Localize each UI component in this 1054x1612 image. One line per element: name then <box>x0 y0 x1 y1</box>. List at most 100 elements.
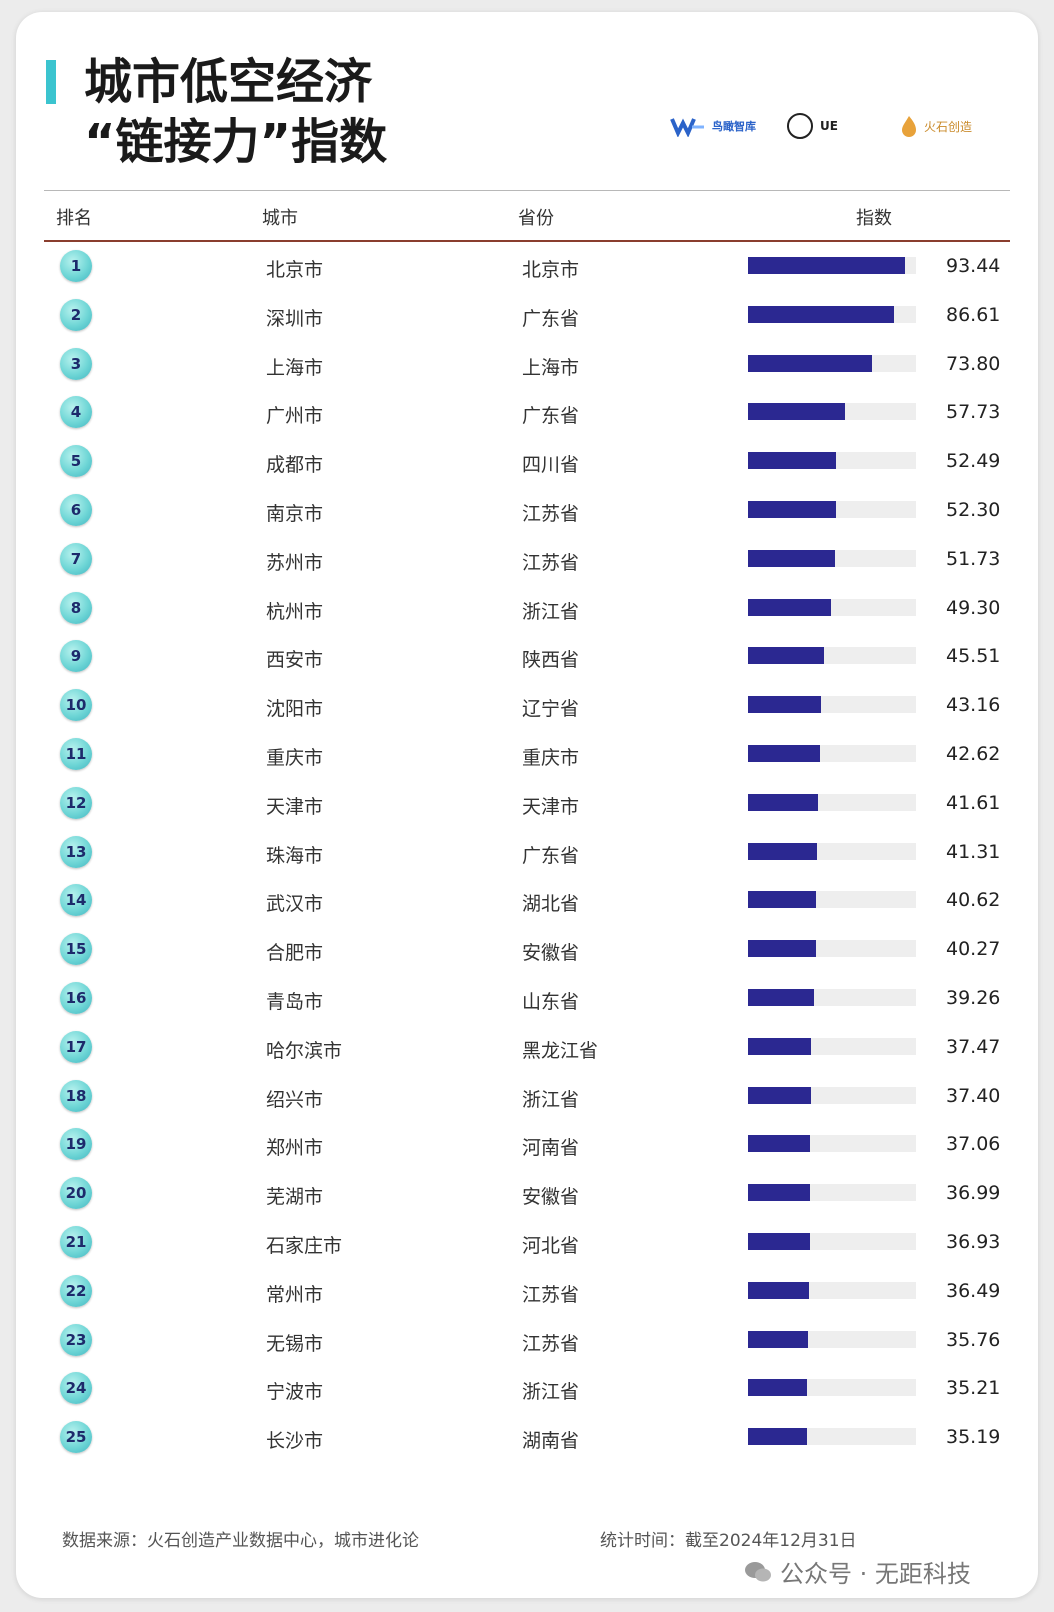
rank-badge: 20 <box>60 1177 92 1210</box>
title-accent-bar <box>46 60 56 104</box>
index-value-label: 39.26 <box>946 987 1001 1009</box>
title-line-1: 城市低空经济 <box>84 54 373 110</box>
index-value-label: 49.30 <box>946 596 1001 619</box>
table-row: 13 珠海市 广东省 41.31 <box>0 829 1054 879</box>
page-title: 城市低空经济 “链接力”指数 <box>84 52 387 172</box>
table-row: 25 长沙市 湖南省 35.19 <box>0 1414 1054 1464</box>
city-name: 西安市 <box>266 649 324 672</box>
bar-track <box>748 305 916 323</box>
bar-track <box>748 354 916 372</box>
bar-track <box>748 452 916 470</box>
index-value-label: 86.61 <box>946 303 1001 326</box>
city-name: 天津市 <box>266 795 324 818</box>
table-row: 6 南京市 江苏省 52.30 <box>0 487 1054 537</box>
index-value-label: 35.76 <box>946 1328 1001 1351</box>
rank-badge: 14 <box>60 884 92 917</box>
city-name: 无锡市 <box>266 1332 324 1355</box>
table-row: 5 成都市 四川省 52.49 <box>0 438 1054 488</box>
province-name: 浙江省 <box>522 600 580 623</box>
province-name: 黑龙江省 <box>522 1039 599 1062</box>
bar-track <box>748 549 916 567</box>
index-bar <box>748 1233 811 1250</box>
index-value-label: 41.61 <box>946 791 1001 814</box>
index-value-label: 36.99 <box>946 1182 1001 1205</box>
rank-badge: 22 <box>60 1274 92 1307</box>
logo-ue: UE <box>786 106 838 146</box>
province-name: 四川省 <box>522 454 580 477</box>
index-value-label: 35.19 <box>946 1426 1001 1449</box>
table-row: 14 武汉市 湖北省 40.62 <box>0 877 1054 927</box>
table-row: 24 宁波市 浙江省 35.21 <box>0 1365 1054 1415</box>
index-bar <box>748 549 835 567</box>
rank-badge: 19 <box>60 1128 92 1161</box>
index-bar <box>748 598 831 616</box>
index-value-label: 93.44 <box>946 255 1001 277</box>
table-row: 7 苏州市 江苏省 51.73 <box>0 536 1054 586</box>
city-name: 石家庄市 <box>266 1235 343 1257</box>
rank-badge: 1 <box>60 250 92 282</box>
table-row: 22 常州市 江苏省 36.49 <box>0 1268 1054 1318</box>
city-name: 沈阳市 <box>266 698 324 721</box>
header-city: 城市 <box>262 208 298 229</box>
logo-text: 鸟瞰智库 <box>712 120 756 133</box>
bar-track <box>748 745 916 762</box>
index-bar <box>748 793 818 811</box>
index-value-label: 41.31 <box>946 840 1001 863</box>
rank-badge: 4 <box>60 396 92 429</box>
index-bar <box>748 842 818 860</box>
bar-track <box>748 1281 916 1299</box>
index-value-label: 51.73 <box>946 547 1001 570</box>
province-name: 江苏省 <box>522 1283 580 1306</box>
bar-track <box>748 1330 916 1348</box>
rank-badge: 8 <box>60 591 92 624</box>
index-value-label: 57.73 <box>946 401 1001 424</box>
wechat-icon <box>745 1561 771 1581</box>
province-name: 湖北省 <box>522 893 580 916</box>
index-bar <box>748 257 905 274</box>
city-name: 芜湖市 <box>266 1186 324 1209</box>
header-province: 省份 <box>518 208 554 229</box>
rank-badge: 12 <box>60 786 92 819</box>
city-name: 重庆市 <box>266 747 324 769</box>
index-bar <box>748 1330 809 1348</box>
rank-badge: 15 <box>60 933 92 966</box>
table-row: 15 合肥市 安徽省 40.27 <box>0 926 1054 976</box>
table-row: 10 沈阳市 辽宁省 43.16 <box>0 682 1054 732</box>
province-name: 河北省 <box>522 1235 580 1257</box>
table-row: 4 广州市 广东省 57.73 <box>0 389 1054 439</box>
bar-track <box>748 940 916 958</box>
header-top-rule <box>44 190 1010 191</box>
wechat-watermark: 公众号 · 无距科技 <box>744 1554 971 1589</box>
title-line-2: “链接力”指数 <box>84 114 388 170</box>
rank-badge: 23 <box>60 1323 92 1356</box>
rank-badge: 9 <box>60 640 92 673</box>
table-row: 1 北京市 北京市 93.44 <box>0 243 1054 293</box>
index-value-label: 42.62 <box>946 743 1001 765</box>
index-value-label: 52.49 <box>946 450 1001 473</box>
province-name: 广东省 <box>522 844 580 867</box>
index-bar <box>748 354 872 372</box>
bar-track <box>748 1135 916 1153</box>
rank-badge: 17 <box>60 1030 92 1063</box>
city-name: 哈尔滨市 <box>266 1039 343 1062</box>
province-name: 辽宁省 <box>522 698 580 721</box>
index-bar <box>748 403 845 421</box>
index-bar <box>748 1281 810 1299</box>
city-name: 上海市 <box>266 356 324 379</box>
index-value-label: 36.93 <box>946 1231 1001 1253</box>
index-bar <box>748 452 837 470</box>
rank-badge: 21 <box>60 1226 92 1258</box>
bar-track <box>748 647 916 665</box>
watermark-text: 公众号 · 无距科技 <box>780 1560 971 1588</box>
index-value-label: 36.49 <box>946 1279 1001 1302</box>
province-name: 广东省 <box>522 307 580 330</box>
index-bar <box>748 305 894 323</box>
bar-track <box>748 793 916 811</box>
table-row: 19 郑州市 河南省 37.06 <box>0 1121 1054 1171</box>
province-name: 湖南省 <box>522 1430 580 1453</box>
city-name: 郑州市 <box>266 1137 324 1160</box>
province-name: 江苏省 <box>522 503 580 525</box>
table-row: 17 哈尔滨市 黑龙江省 37.47 <box>0 1024 1054 1074</box>
rank-badge: 10 <box>60 689 92 722</box>
table-row: 2 深圳市 广东省 86.61 <box>0 292 1054 342</box>
